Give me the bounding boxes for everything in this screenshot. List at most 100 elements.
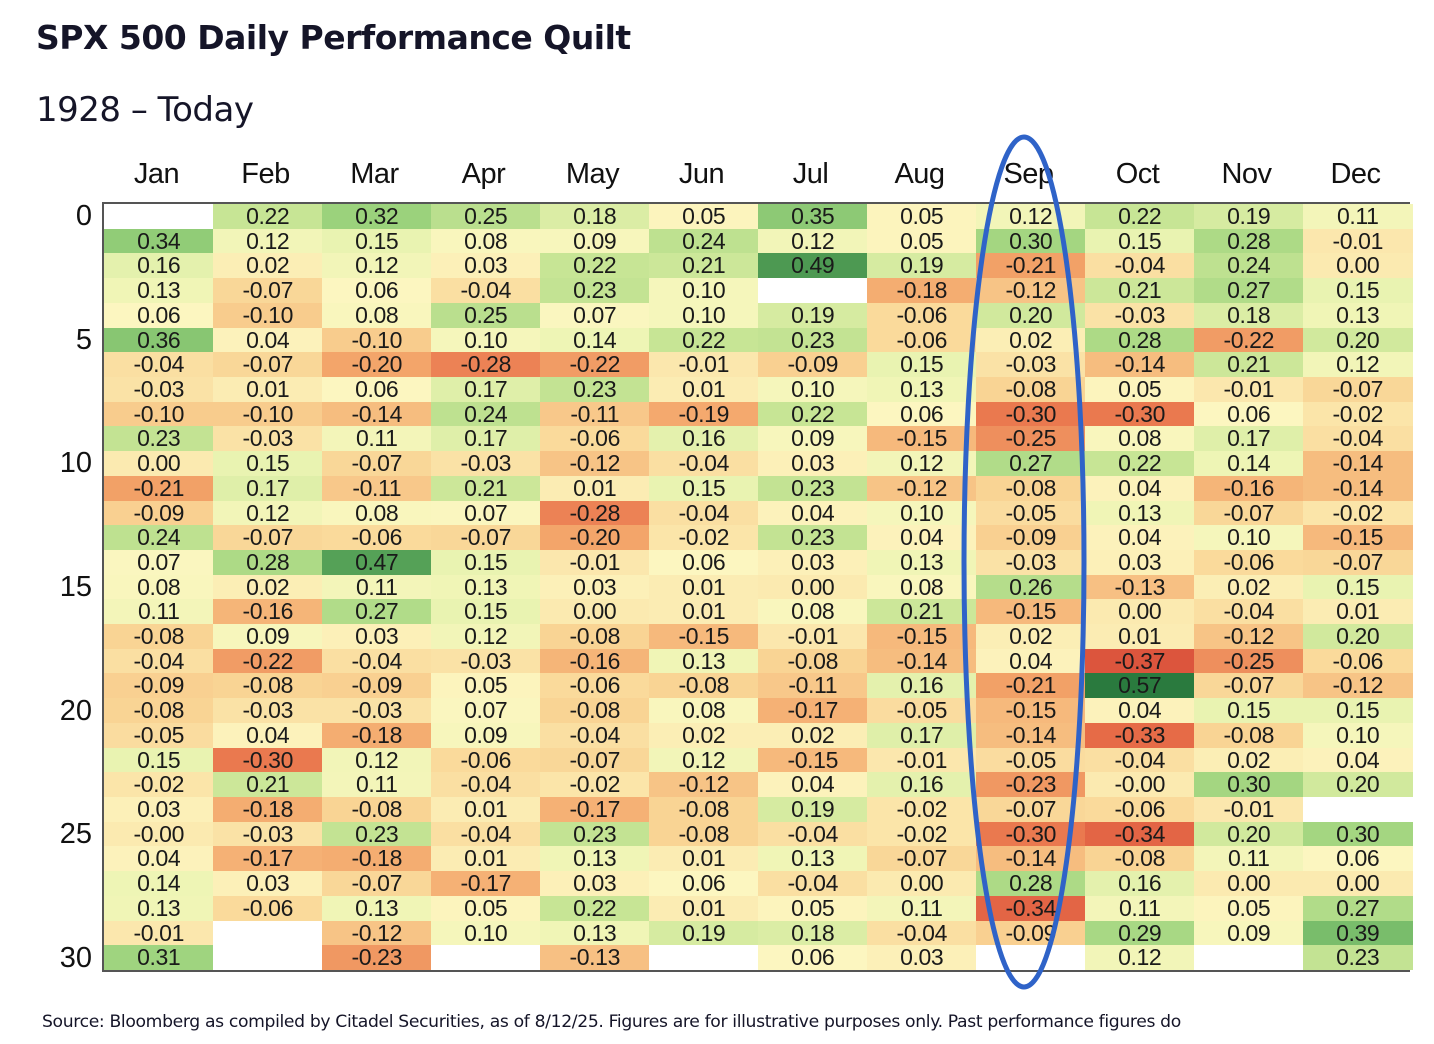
heatmap-cell: 0.20 bbox=[1303, 624, 1413, 650]
heatmap-cell: 0.02 bbox=[758, 722, 868, 749]
heatmap-cell: -0.13 bbox=[540, 945, 650, 971]
heatmap-cell: 0.11 bbox=[322, 426, 432, 452]
month-label-feb: Feb bbox=[241, 158, 290, 190]
heatmap-cell: -0.15 bbox=[867, 426, 977, 452]
heatmap-cell: 0.22 bbox=[540, 253, 650, 279]
heatmap-cell: 0.17 bbox=[213, 475, 323, 501]
heatmap-cell: -0.06 bbox=[540, 426, 650, 452]
heatmap-cell: -0.19 bbox=[649, 401, 759, 427]
heatmap-cell: 0.03 bbox=[213, 871, 323, 897]
heatmap-cell: 0.16 bbox=[649, 426, 759, 452]
heatmap-cell: -0.04 bbox=[649, 500, 759, 526]
heatmap-cell: -0.09 bbox=[322, 673, 432, 699]
heatmap-cell: 0.13 bbox=[649, 648, 759, 674]
heatmap-cell: 0.22 bbox=[540, 895, 650, 922]
heatmap-cell: -0.16 bbox=[213, 599, 323, 625]
heatmap-cell: 0.08 bbox=[867, 574, 977, 600]
heatmap-cell: -0.07 bbox=[1194, 673, 1304, 699]
heatmap-cell: -0.23 bbox=[322, 945, 432, 971]
month-label-may: May bbox=[565, 158, 620, 190]
heatmap-cell: -0.06 bbox=[1194, 549, 1304, 576]
heatmap-cell: -0.08 bbox=[976, 475, 1086, 501]
heatmap-cell: 0.25 bbox=[431, 204, 541, 230]
heatmap-cell: 0.23 bbox=[540, 278, 650, 304]
heatmap-cell: -0.06 bbox=[1303, 648, 1413, 674]
heatmap-cell: 0.01 bbox=[649, 895, 759, 922]
heatmap-cell: 0.03 bbox=[867, 945, 977, 971]
heatmap-cell: -0.04 bbox=[1085, 747, 1195, 773]
heatmap-cell: -0.08 bbox=[649, 673, 759, 699]
heatmap-cell: -0.00 bbox=[104, 821, 214, 847]
heatmap-cell: 0.36 bbox=[104, 327, 214, 353]
heatmap-cell: -0.05 bbox=[976, 747, 1086, 773]
heatmap-cell: -0.02 bbox=[104, 772, 214, 798]
heatmap-cell: -0.10 bbox=[104, 401, 214, 427]
heatmap-cell: -0.14 bbox=[1303, 451, 1413, 477]
heatmap-cell: 0.00 bbox=[1194, 871, 1304, 897]
heatmap-cell: -0.14 bbox=[976, 846, 1086, 872]
heatmap-cell: 0.15 bbox=[213, 451, 323, 477]
heatmap-cell: -0.08 bbox=[540, 624, 650, 650]
heatmap-cell: -0.14 bbox=[976, 722, 1086, 749]
heatmap-cell: -0.14 bbox=[322, 401, 432, 427]
heatmap-cell: -0.09 bbox=[104, 500, 214, 526]
heatmap-cell: 0.10 bbox=[431, 327, 541, 353]
heatmap-cell: -0.03 bbox=[213, 426, 323, 452]
heatmap-cell: -0.03 bbox=[431, 451, 541, 477]
heatmap-cell: 0.21 bbox=[867, 599, 977, 625]
heatmap-cell: 0.23 bbox=[540, 376, 650, 403]
heatmap-cell: -0.03 bbox=[104, 376, 214, 403]
heatmap-cell: -0.01 bbox=[758, 624, 868, 650]
heatmap-cell: -0.08 bbox=[649, 821, 759, 847]
heatmap-cell: -0.10 bbox=[322, 327, 432, 353]
heatmap-cell: 0.13 bbox=[540, 920, 650, 946]
heatmap-cell: -0.07 bbox=[867, 846, 977, 872]
heatmap-cell: 0.18 bbox=[540, 204, 650, 230]
heatmap-cell: -0.30 bbox=[1085, 401, 1195, 427]
heatmap-cell: -0.10 bbox=[213, 401, 323, 427]
empty-cell bbox=[104, 204, 214, 230]
heatmap-cell: 0.20 bbox=[1303, 327, 1413, 353]
heatmap-cell: -0.04 bbox=[758, 821, 868, 847]
heatmap-cell: 0.49 bbox=[758, 253, 868, 279]
heatmap-cell: -0.04 bbox=[431, 772, 541, 798]
heatmap-cell: -0.30 bbox=[213, 747, 323, 773]
heatmap-cell: -0.11 bbox=[758, 673, 868, 699]
heatmap-cell: 0.09 bbox=[758, 426, 868, 452]
heatmap-cell: 0.01 bbox=[649, 846, 759, 872]
heatmap-cell: -0.04 bbox=[1085, 253, 1195, 279]
heatmap-cell: -0.37 bbox=[1085, 648, 1195, 674]
month-label-aug: Aug bbox=[894, 158, 945, 190]
heatmap-cell: 0.03 bbox=[431, 253, 541, 279]
heatmap-cell: 0.11 bbox=[104, 599, 214, 625]
heatmap-cell: 0.15 bbox=[1303, 278, 1413, 304]
heatmap-cell: -0.02 bbox=[867, 821, 977, 847]
heatmap-cell: 0.12 bbox=[1303, 352, 1413, 378]
heatmap-cell: 0.03 bbox=[540, 574, 650, 600]
heatmap-cell: 0.05 bbox=[867, 204, 977, 230]
heatmap-cell: 0.21 bbox=[649, 253, 759, 279]
heatmap-cell: 0.21 bbox=[1194, 352, 1304, 378]
heatmap-cell: -0.12 bbox=[976, 278, 1086, 304]
heatmap-cell: 0.11 bbox=[1085, 895, 1195, 922]
heatmap-cell: 0.06 bbox=[649, 871, 759, 897]
heatmap-cell: 0.10 bbox=[431, 920, 541, 946]
heatmap-cell: -0.10 bbox=[213, 302, 323, 329]
heatmap-cell: -0.09 bbox=[104, 673, 214, 699]
heatmap-cell: 0.19 bbox=[758, 302, 868, 329]
heatmap-cell: -0.01 bbox=[1194, 797, 1304, 823]
heatmap-cell: -0.06 bbox=[867, 302, 977, 329]
heatmap-cell: 0.12 bbox=[431, 624, 541, 650]
heatmap-cell: 0.15 bbox=[1085, 228, 1195, 254]
heatmap-cell: 0.00 bbox=[1303, 253, 1413, 279]
heatmap-cell: 0.12 bbox=[867, 451, 977, 477]
heatmap-cell: 0.15 bbox=[649, 475, 759, 501]
heatmap-cell: 0.13 bbox=[322, 895, 432, 922]
heatmap-cell: 0.30 bbox=[1194, 772, 1304, 798]
heatmap-cell: -0.07 bbox=[1303, 376, 1413, 403]
heatmap-cell: -0.22 bbox=[1194, 327, 1304, 353]
heatmap-cell: 0.29 bbox=[1085, 920, 1195, 946]
month-label-apr: Apr bbox=[461, 158, 506, 190]
heatmap-cell: 0.03 bbox=[1085, 549, 1195, 576]
heatmap-cell: 0.07 bbox=[540, 302, 650, 329]
